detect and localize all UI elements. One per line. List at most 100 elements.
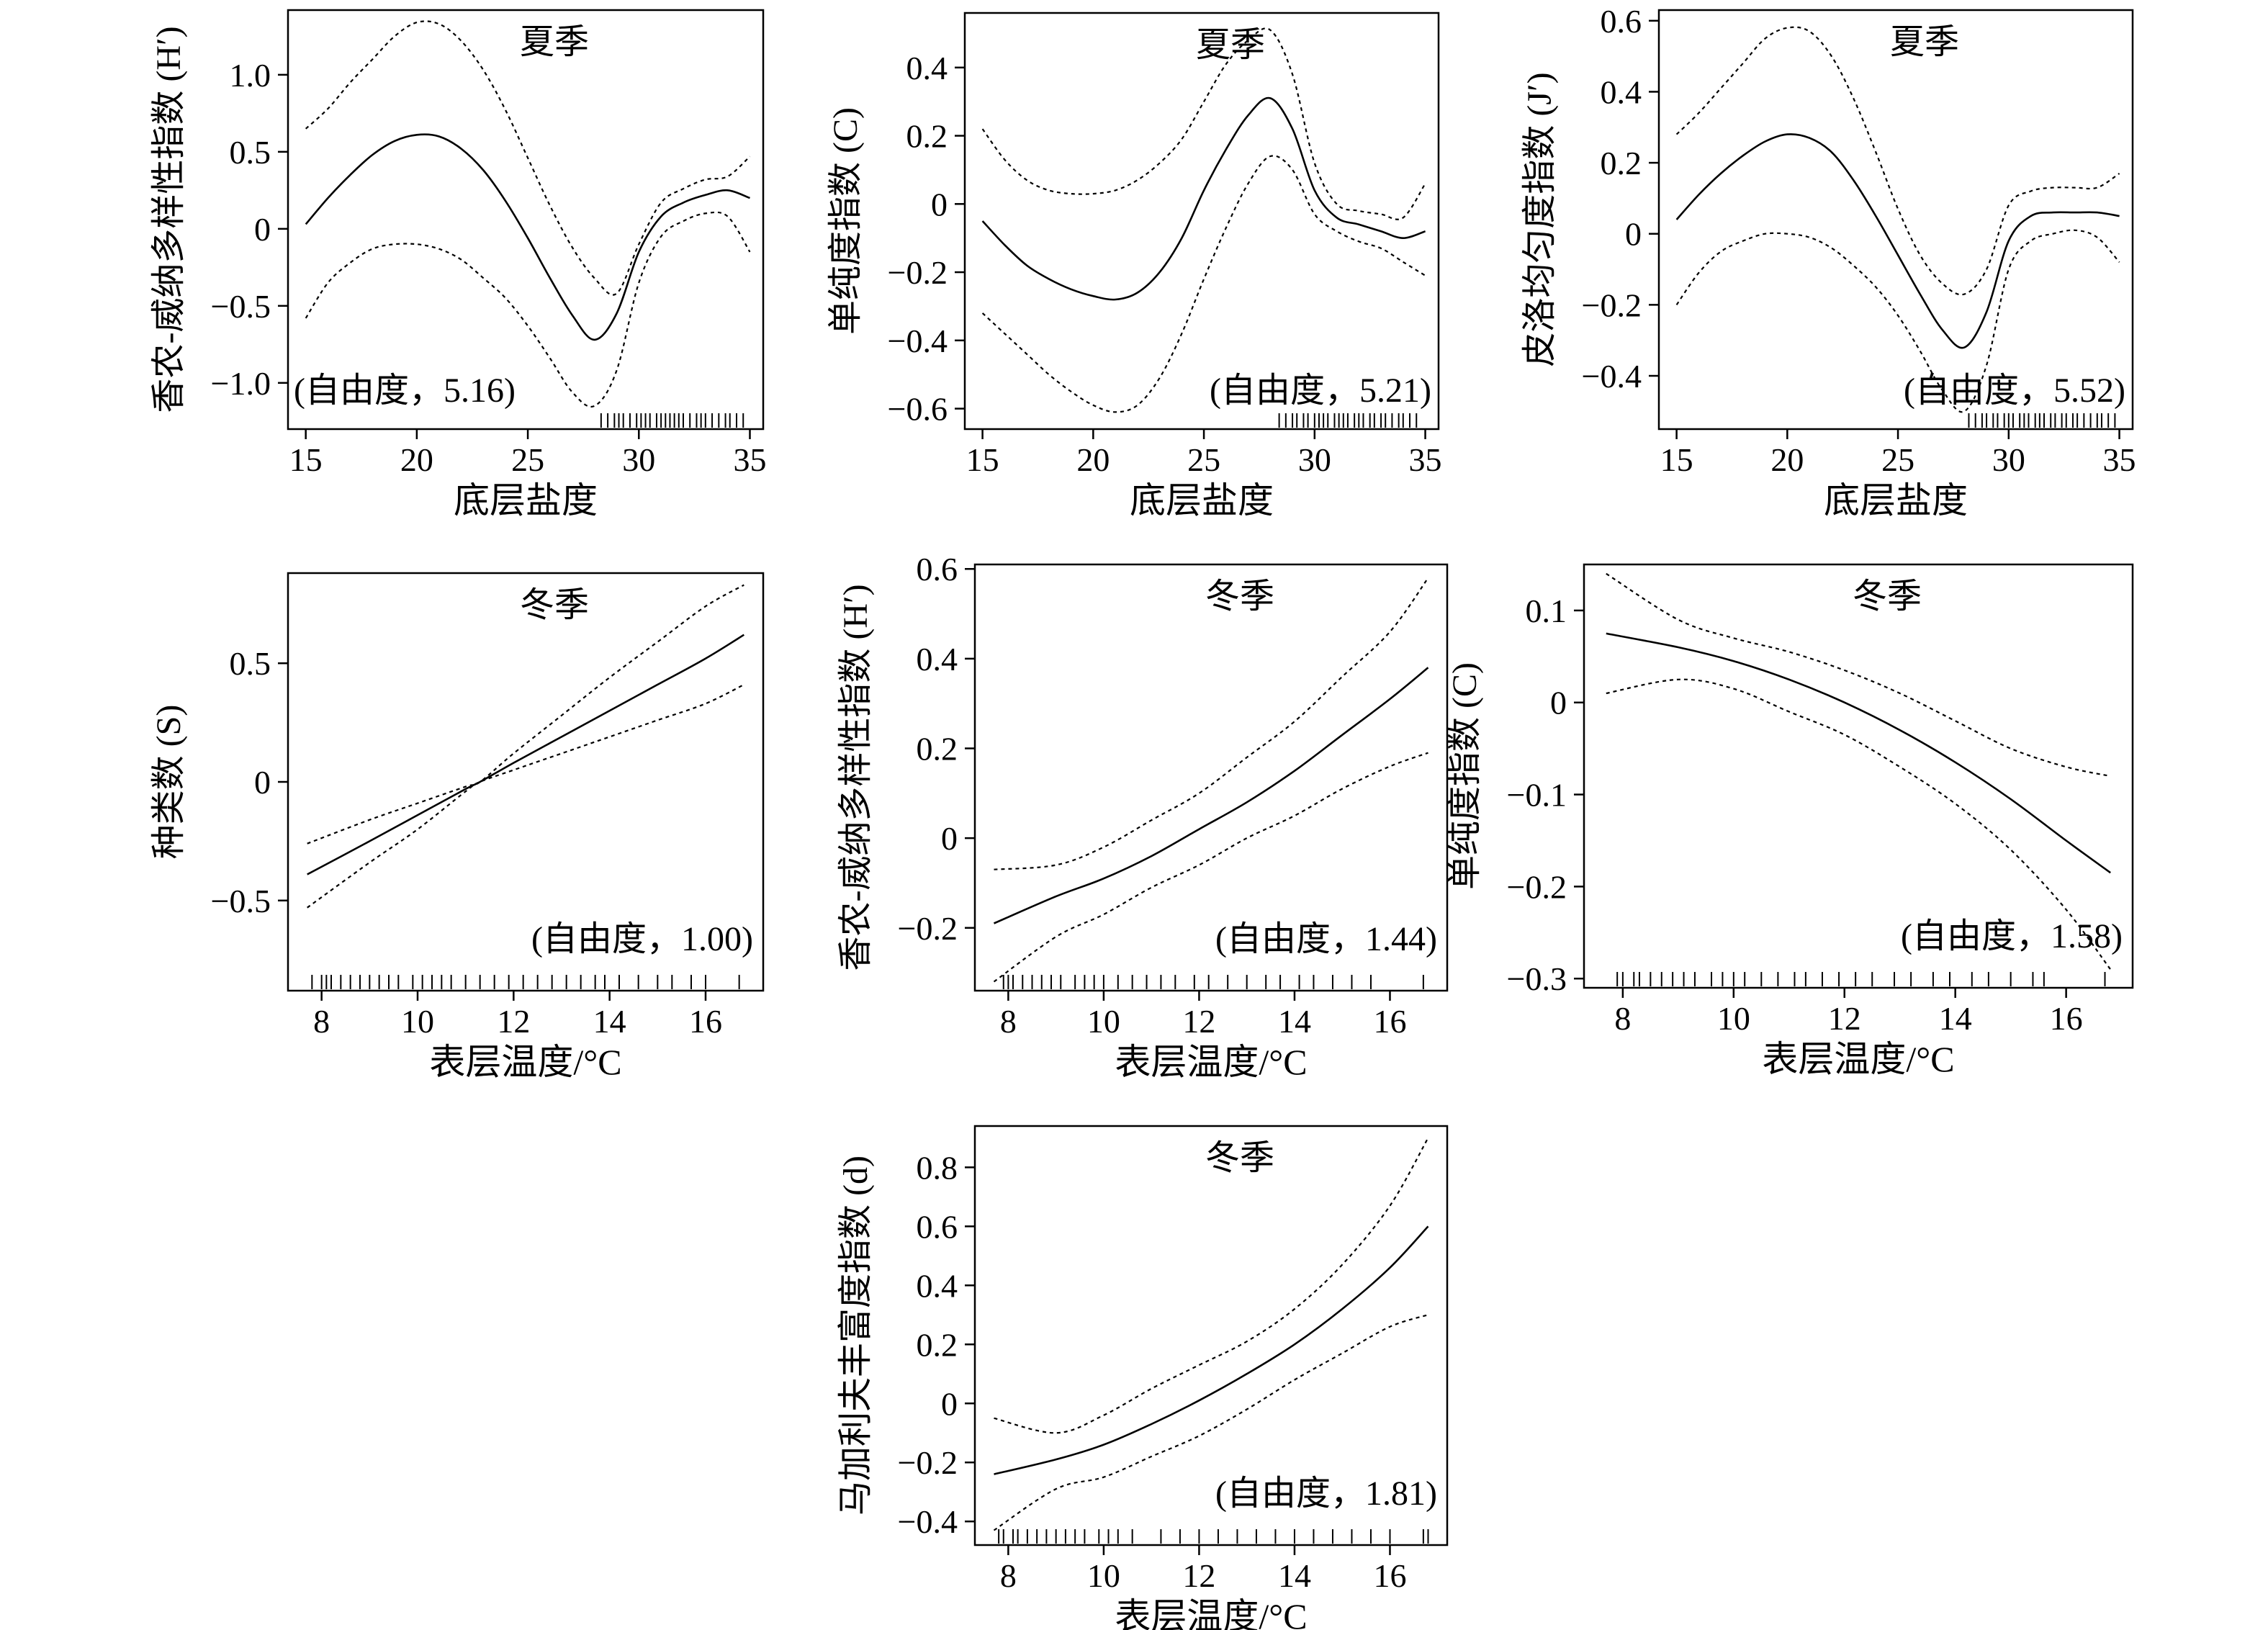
season-label: 夏季	[1196, 26, 1265, 64]
df-label: (自由度，1.81)	[1215, 1474, 1437, 1513]
y-tick-label: −0.1	[1507, 777, 1567, 814]
upper-confidence-line	[994, 1137, 1429, 1434]
fitted-smooth-line	[1675, 133, 2120, 349]
x-tick-label: 15	[289, 441, 323, 478]
lower-confidence-line	[307, 683, 744, 909]
upper-confidence-line	[981, 27, 1426, 220]
x-tick-label: 16	[1373, 1003, 1406, 1040]
x-tick-label: 35	[733, 441, 766, 478]
gam-panel-2: 15 20 25 30 35 −0.6 −0.4 −0.2 0 0.2 0.4 夏季 (自由度，5.21…	[827, 12, 1442, 521]
y-axis-label: 皮洛均匀度指数 (J′)	[1521, 72, 1559, 366]
fitted-smooth-line	[993, 667, 1429, 924]
x-tick-label: 14	[1278, 1557, 1311, 1594]
y-tick-label: 0.6	[917, 551, 958, 587]
fitted-smooth-line	[994, 1225, 1429, 1475]
x-tick-label: 8	[1000, 1557, 1017, 1594]
y-tick-label: 1.0	[230, 57, 271, 94]
x-tick-label: 15	[1660, 441, 1693, 478]
season-label: 夏季	[520, 23, 589, 61]
lower-confidence-line	[1606, 678, 2112, 971]
gam-panel-7: 8 10 12 14 16 −0.4 −0.2 0 0.2 0.4 0.6 0.8 冬季 (自由度，1.8…	[837, 1125, 1449, 1630]
plot-frame	[1657, 9, 2134, 431]
y-tick-label: 0.6	[917, 1208, 958, 1245]
df-label: (自由度，1.58)	[1901, 917, 2123, 955]
x-tick-label: 10	[1087, 1003, 1120, 1040]
y-tick-label: 0.1	[1526, 593, 1567, 629]
y-tick-label: 0.2	[1601, 145, 1642, 181]
y-tick-label: −0.4	[898, 1503, 958, 1540]
x-tick-label: 10	[401, 1003, 434, 1040]
lower-confidence-line	[993, 752, 1428, 983]
season-label: 冬季	[1205, 1139, 1274, 1177]
y-tick-label: 0	[254, 764, 271, 801]
y-tick-label: −0.2	[898, 1444, 958, 1481]
df-label: (自由度，1.44)	[1215, 920, 1437, 958]
y-tick-label: 0	[1625, 216, 1642, 253]
df-label: (自由度，5.21)	[1210, 372, 1431, 410]
gam-panel-1: 15 20 25 30 35 −1.0 −0.5 0 0.5 1.0 夏季 (自由度，5.16) 底层盐…	[150, 9, 766, 521]
x-axis-label: 底层盐度	[1130, 480, 1274, 521]
fitted-smooth-line	[1606, 632, 2111, 874]
gam-panel-5: 8 10 12 14 16 −0.2 0 0.2 0.4 0.6 冬季 (自由度，1.44) 表层温度/…	[837, 551, 1449, 1082]
x-tick-label: 8	[1614, 1000, 1631, 1037]
y-tick-label: 0.5	[230, 645, 271, 682]
x-tick-label: 25	[1881, 441, 1914, 478]
df-label: (自由度，1.00)	[531, 920, 753, 958]
x-tick-label: 10	[1717, 1000, 1750, 1037]
y-axis-label: 种类数 (S)	[150, 705, 188, 860]
gam-panel-3: 15 20 25 30 35 −0.4 −0.2 0 0.2 0.4 0.6 夏季 (自由度，5.52)…	[1521, 3, 2136, 521]
x-tick-label: 20	[400, 441, 433, 478]
season-label: 冬季	[1853, 577, 1922, 616]
y-tick-label: −0.2	[898, 910, 958, 947]
x-axis-label: 底层盐度	[1824, 480, 1968, 521]
y-tick-label: 0.4	[1601, 73, 1642, 110]
x-tick-label: 14	[593, 1003, 626, 1040]
season-label: 夏季	[1890, 23, 1959, 61]
x-axis-label: 表层温度/°C	[1115, 1596, 1307, 1630]
y-axis-label: 单纯度指数 (C)	[827, 107, 865, 335]
plot-frame	[973, 1125, 1449, 1546]
gam-panel-6: 8 10 12 14 16 −0.3 −0.2 −0.1 0 0.1 冬季 (自由度，1.58) 表层温…	[1446, 563, 2134, 1079]
x-axis-label: 表层温度/°C	[1115, 1042, 1307, 1082]
x-tick-label: 12	[1182, 1003, 1215, 1040]
y-axis-label: 马加利夫丰富度指数 (d)	[837, 1156, 875, 1516]
y-tick-label: 0	[941, 820, 958, 857]
y-tick-label: 0.4	[917, 641, 958, 677]
x-tick-label: 12	[1828, 1000, 1861, 1037]
y-tick-label: 0.5	[230, 134, 271, 171]
y-tick-label: −0.3	[1507, 960, 1567, 997]
df-label: (自由度，5.16)	[294, 372, 516, 410]
x-tick-label: 16	[2050, 1000, 2083, 1037]
fitted-smooth-line	[981, 96, 1426, 301]
upper-confidence-line	[1606, 572, 2111, 778]
y-tick-label: 0	[941, 1385, 958, 1422]
upper-confidence-line	[1675, 26, 2120, 296]
x-tick-label: 8	[313, 1003, 330, 1040]
plot-frame	[963, 12, 1440, 431]
lower-confidence-line	[981, 155, 1426, 413]
x-tick-label: 30	[1298, 441, 1331, 478]
upper-confidence-line	[305, 20, 751, 296]
x-tick-label: 35	[2103, 441, 2136, 478]
y-tick-label: 0	[254, 211, 271, 248]
x-tick-label: 14	[1278, 1003, 1311, 1040]
x-tick-label: 15	[966, 441, 999, 478]
y-tick-label: −0.5	[211, 883, 271, 919]
y-tick-label: 0.2	[906, 118, 948, 155]
x-tick-label: 25	[511, 441, 544, 478]
x-tick-label: 16	[689, 1003, 722, 1040]
upper-confidence-line	[994, 577, 1429, 870]
y-tick-label: −1.0	[211, 365, 271, 402]
y-tick-label: 0.4	[906, 50, 948, 86]
x-axis-label: 表层温度/°C	[1762, 1039, 1954, 1079]
x-axis-label: 底层盐度	[454, 480, 598, 521]
y-tick-label: −0.4	[888, 323, 948, 359]
y-tick-label: 0	[1550, 685, 1567, 721]
y-tick-label: −0.4	[1582, 358, 1642, 395]
plot-frame	[287, 9, 765, 431]
plot-frame	[973, 563, 1449, 992]
y-axis-label: 香农-威纳多样性指数 (H′)	[837, 584, 875, 971]
y-tick-label: −0.2	[888, 254, 948, 291]
y-tick-label: 0	[931, 186, 948, 222]
fitted-smooth-line	[307, 634, 744, 875]
